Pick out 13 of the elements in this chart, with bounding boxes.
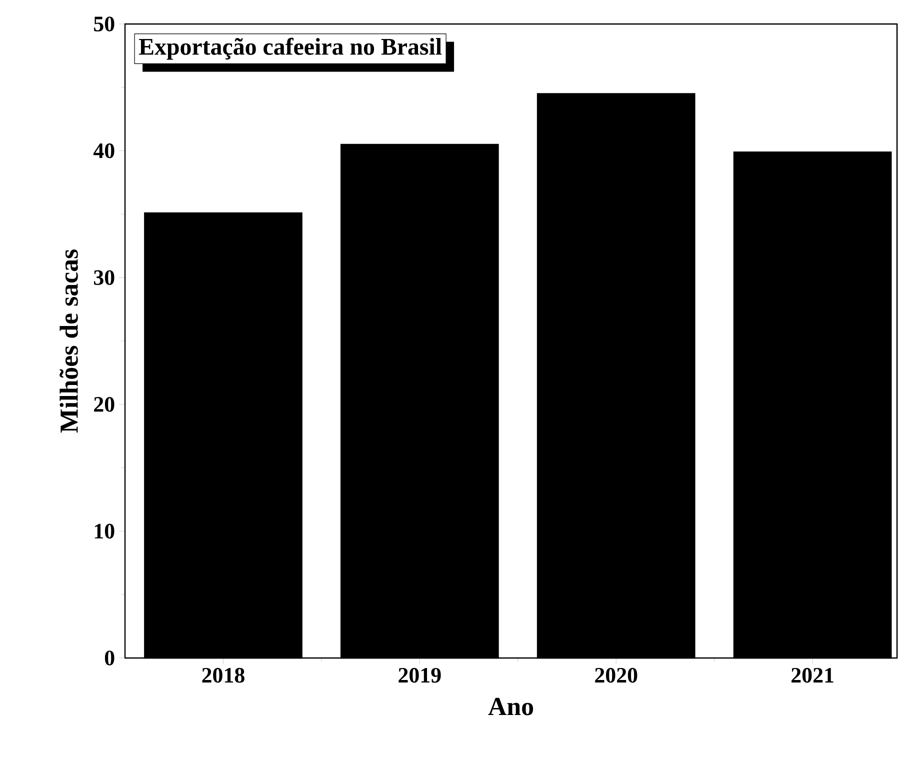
y-tick-label: 10 (94, 524, 114, 539)
y-tick-label: 30 (94, 270, 114, 285)
x-tick-label: 2021 (792, 668, 834, 683)
y-tick-label: 20 (94, 396, 114, 412)
x-tick-label: 2019 (398, 668, 441, 683)
y-tick-label: 40 (93, 143, 114, 158)
text: Exportação cafeeira no Brasil (138, 38, 442, 60)
x-tick-label: 2018 (202, 668, 244, 683)
x-axis-title: Ano (488, 698, 534, 716)
y-tick-label: 0 (104, 650, 114, 666)
y-axis-title: Milhões de sacas (60, 250, 78, 433)
x-tick-label: 2020 (595, 668, 638, 683)
y-tick-label: 50 (94, 16, 114, 32)
